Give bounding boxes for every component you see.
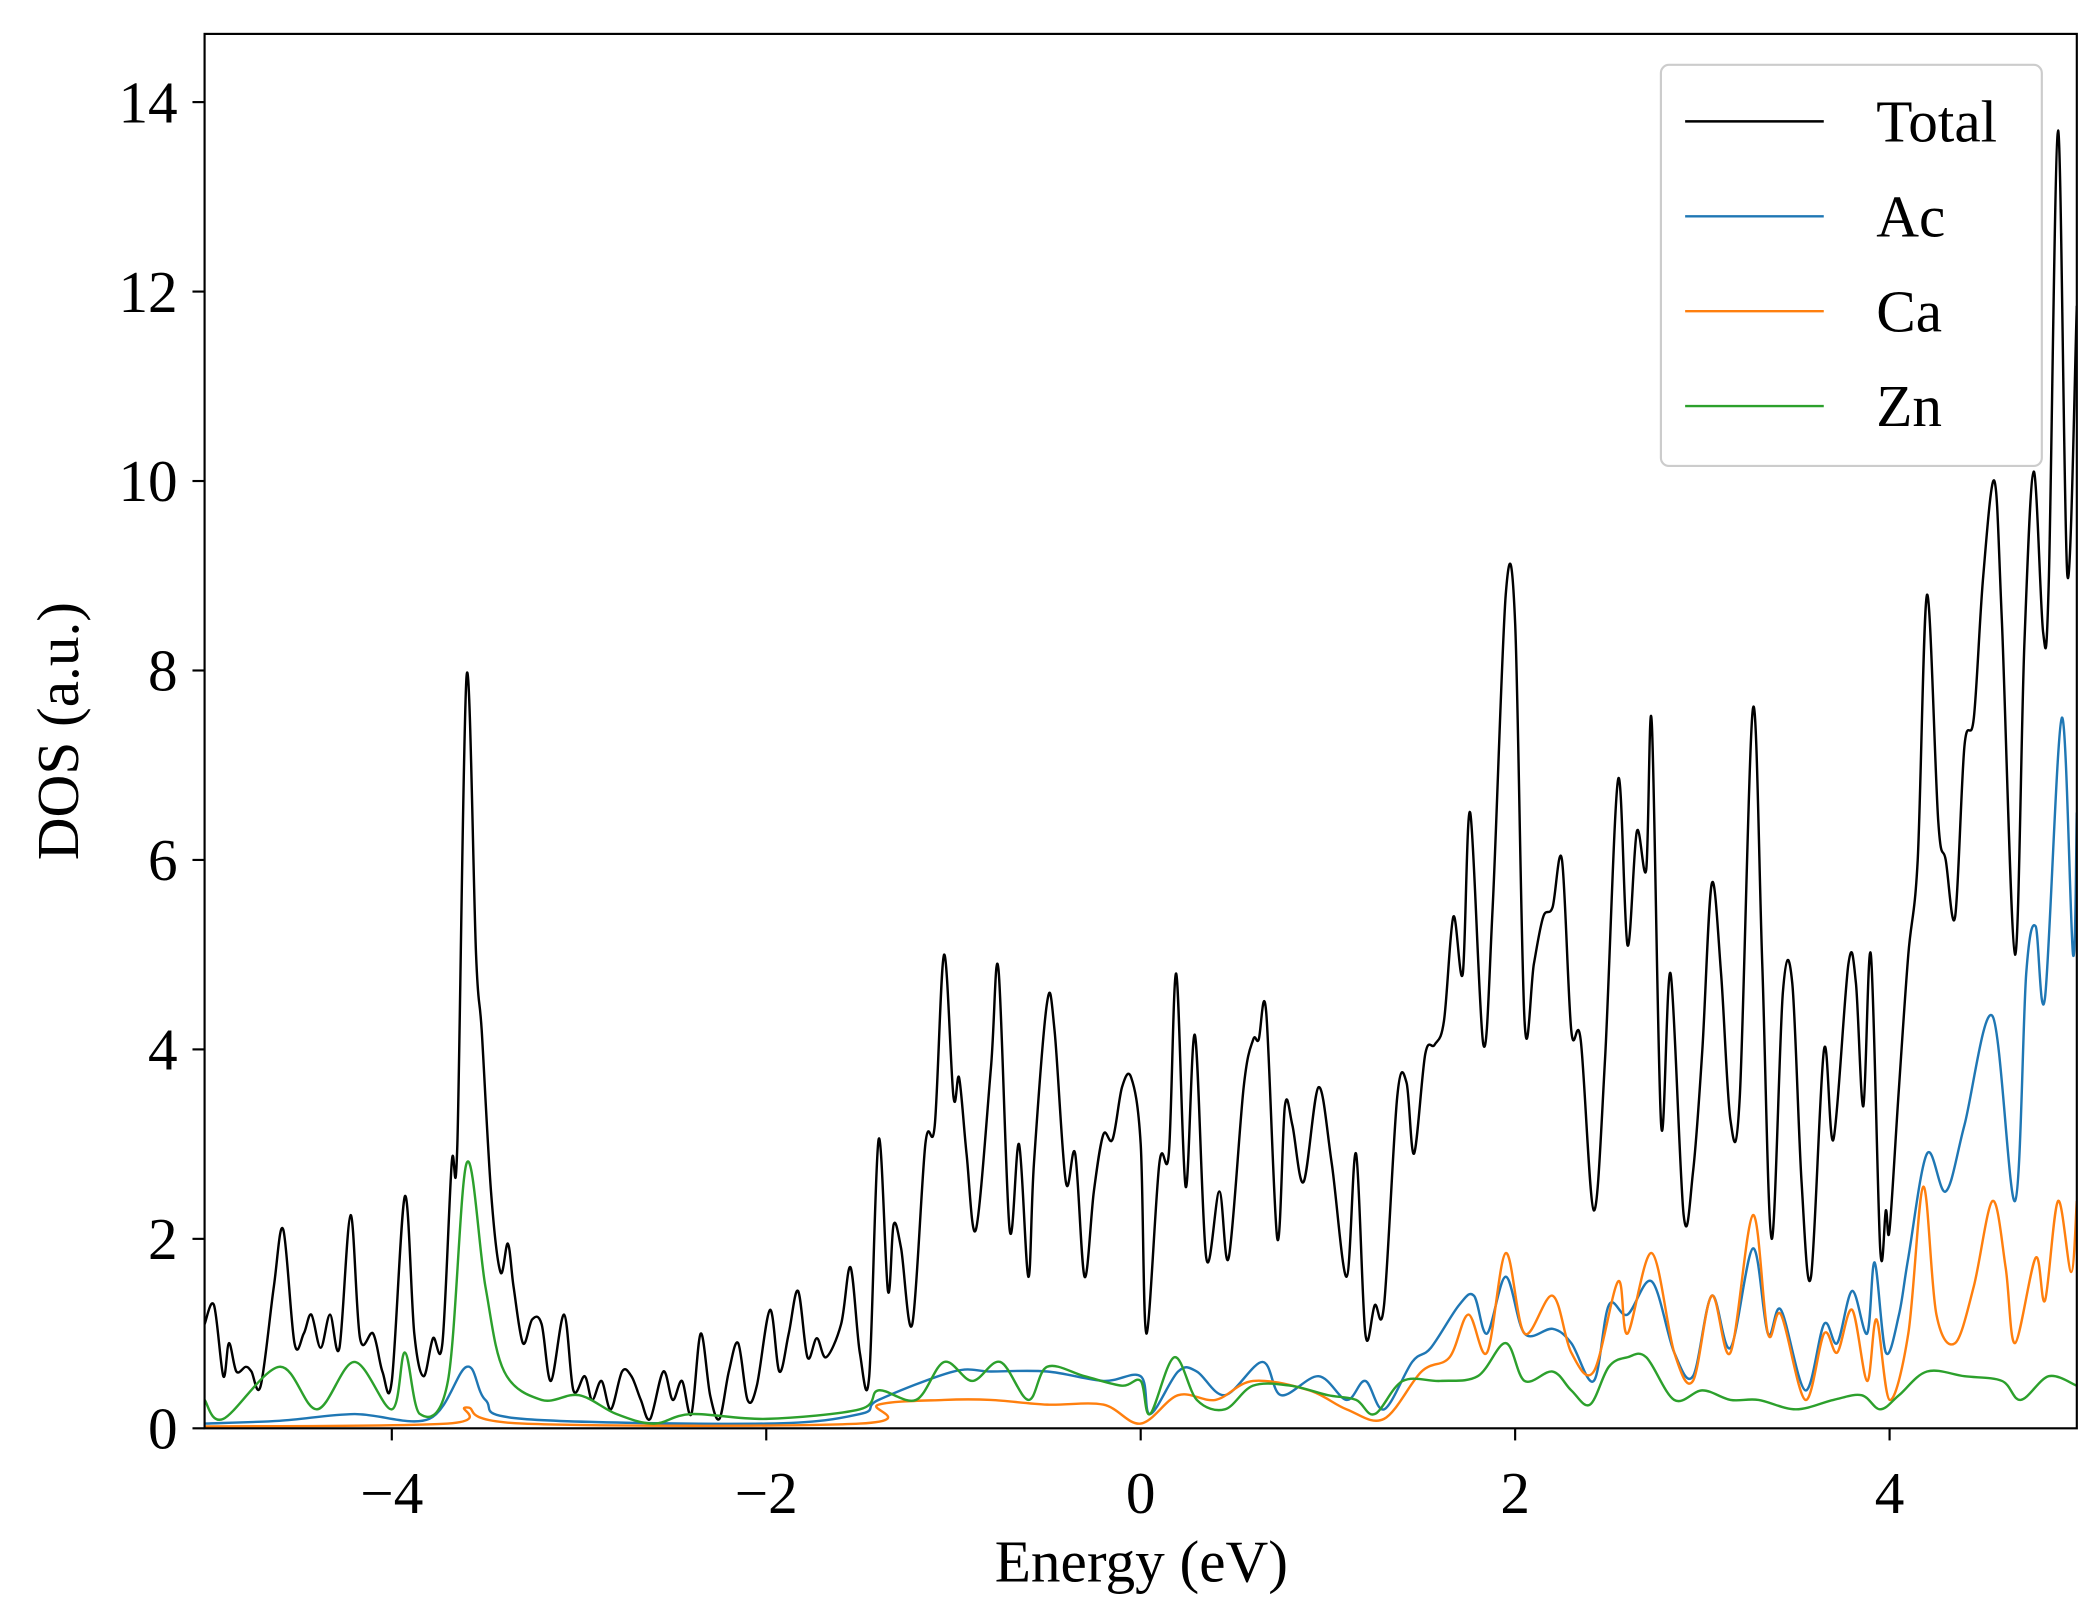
x-tick-label: −2 (735, 1460, 798, 1526)
y-tick-label: 2 (148, 1206, 178, 1272)
x-tick-label: 0 (1126, 1460, 1156, 1526)
y-tick-label: 12 (118, 259, 177, 325)
legend-label-ac: Ac (1876, 183, 1945, 249)
y-tick-label: 14 (118, 69, 177, 135)
y-tick-label: 6 (148, 827, 178, 893)
legend: Total Ac Ca Zn (1659, 63, 2043, 468)
series-line-zn (204, 1160, 2077, 1425)
y-axis-label: DOS (a.u.) (25, 602, 91, 860)
x-tick-label: 4 (1875, 1460, 1905, 1526)
legend-label-ca: Ca (1876, 278, 1942, 344)
y-tick-label: 0 (148, 1396, 178, 1462)
x-tick-label: −4 (360, 1460, 423, 1526)
x-tick-label: 2 (1500, 1460, 1530, 1526)
legend-box (1659, 63, 2043, 468)
y-tick-label: 4 (148, 1017, 178, 1083)
series-layer (204, 129, 2077, 1428)
series-line-ca (204, 1185, 2077, 1428)
y-tick-label: 10 (118, 448, 177, 514)
x-axis: −4 −2 0 2 4 (360, 1428, 1904, 1526)
y-tick-label: 8 (148, 638, 178, 704)
legend-label-zn: Zn (1876, 373, 1942, 439)
legend-label-total: Total (1876, 89, 1997, 155)
y-axis: 0 2 4 6 8 10 12 14 (118, 69, 205, 1462)
x-axis-label: Energy (eV) (995, 1529, 1288, 1595)
series-line-total (204, 129, 2077, 1421)
